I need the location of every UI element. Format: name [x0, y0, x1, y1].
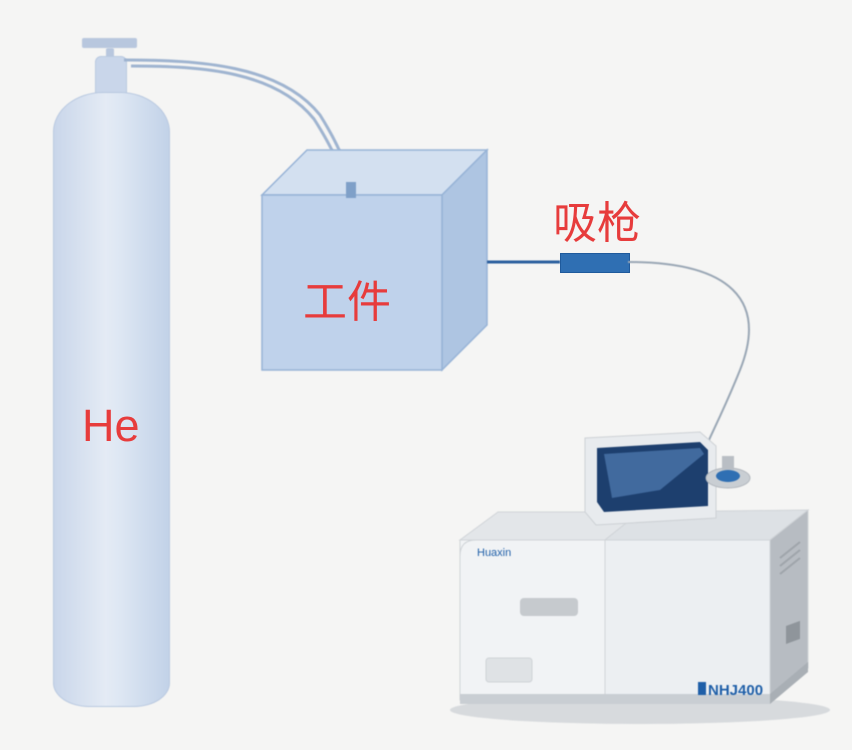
leak-detector-instrument: Huaxin NHJ400: [0, 0, 852, 750]
instrument-model-label: NHJ400: [708, 682, 763, 699]
diagram-canvas: He 工件 吸枪: [0, 0, 852, 750]
instrument-brand-label: Huaxin: [477, 547, 511, 559]
